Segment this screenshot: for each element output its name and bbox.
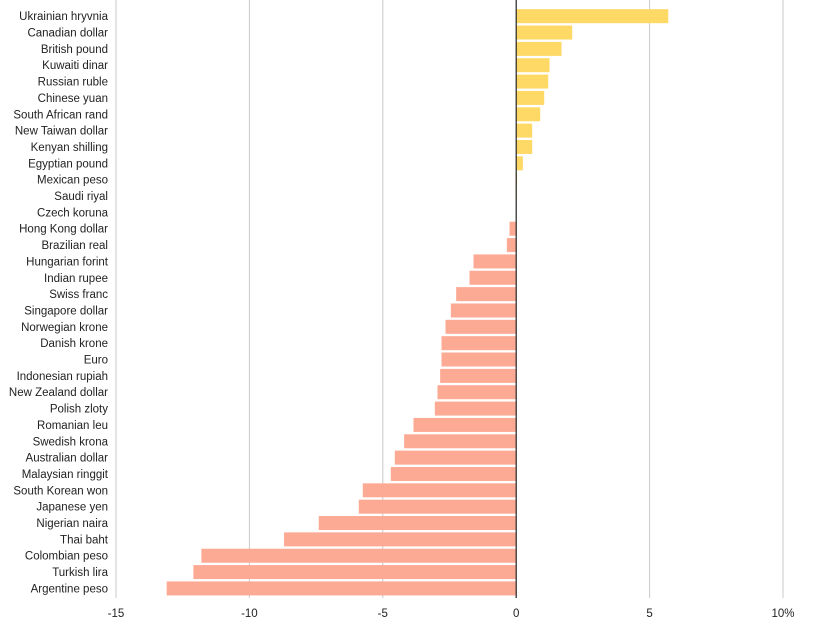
category-label: Polish zloty [50,404,108,416]
category-label: Mexican peso [37,175,108,187]
category-label: Thai baht [60,534,109,546]
category-label: Australian dollar [26,453,109,465]
category-label: Canadian dollar [27,28,108,40]
category-label: Malaysian ringgit [22,469,109,481]
category-label: New Taiwan dollar [15,126,108,138]
bar [445,319,517,334]
bar [456,287,517,302]
bar [516,74,549,89]
bar [437,385,517,400]
category-label: Indonesian rupiah [17,371,108,383]
category-label: South Korean won [13,485,108,497]
bar [516,107,541,122]
bar [441,336,517,351]
category-label: Kuwaiti dinar [42,60,108,72]
category-label: Hungarian forint [26,256,109,268]
category-label: Russian ruble [38,77,108,89]
x-tick-label: -5 [378,608,388,620]
bar [358,499,517,514]
category-label: Swedish krona [33,436,109,448]
category-label: Brazilian real [42,240,108,252]
bar [390,466,517,481]
bar [469,270,517,285]
x-tick-label: -10 [241,608,258,620]
category-label: New Zealand dollar [9,387,108,399]
category-label: Swiss franc [49,289,108,301]
category-label: Romanian leu [37,420,108,432]
category-label: Kenyan shilling [31,142,108,154]
category-label: Singapore dollar [24,305,108,317]
category-label: Turkish lira [52,567,108,579]
category-label: Norwegian krone [21,322,108,334]
category-label: Japanese yen [36,502,108,514]
bar [362,483,517,498]
category-label: Saudi riyal [54,191,108,203]
category-label: Danish krone [40,338,108,350]
x-axis-ticks: -15 -10 -5 0 5 10% [108,608,795,620]
bar [394,450,517,465]
category-label: Chinese yuan [38,93,108,105]
category-label: British pound [41,44,108,56]
bar [166,581,517,596]
bar [450,303,517,318]
bar [201,548,517,563]
category-label: Argentine peso [31,583,108,595]
bar [516,156,523,171]
category-label: Egyptian pound [28,158,108,170]
bar [516,58,550,73]
bar [413,417,517,432]
category-label: Ukrainian hryvnia [19,11,108,23]
grid-lines [115,0,784,598]
bar [434,401,517,416]
bar [516,90,545,105]
bar [441,352,517,367]
category-label: Nigerian naira [36,518,108,530]
x-tick-label: -15 [108,608,125,620]
bar [473,254,517,269]
category-label: Colombian peso [25,551,108,563]
bar [318,516,517,531]
bar [516,25,573,40]
bar [193,565,517,580]
category-label: Indian rupee [44,273,108,285]
x-tick-label: 10% [771,608,794,620]
category-labels: Ukrainian hryvnia Canadian dollar British … [9,11,109,595]
category-label: South African rand [13,109,108,121]
category-label: Czech koruna [37,207,109,219]
bar [516,139,533,154]
x-tick-label: 0 [513,608,519,620]
bar [284,532,517,547]
bar [440,368,517,383]
bar [506,238,517,253]
bar [516,9,669,24]
x-tick-label: 5 [646,608,652,620]
category-label: Euro [84,355,108,367]
bar [509,221,517,236]
bars [166,9,669,596]
bar [516,41,562,56]
category-label: Hong Kong dollar [19,224,108,236]
bar [404,434,517,449]
bar [516,123,533,138]
